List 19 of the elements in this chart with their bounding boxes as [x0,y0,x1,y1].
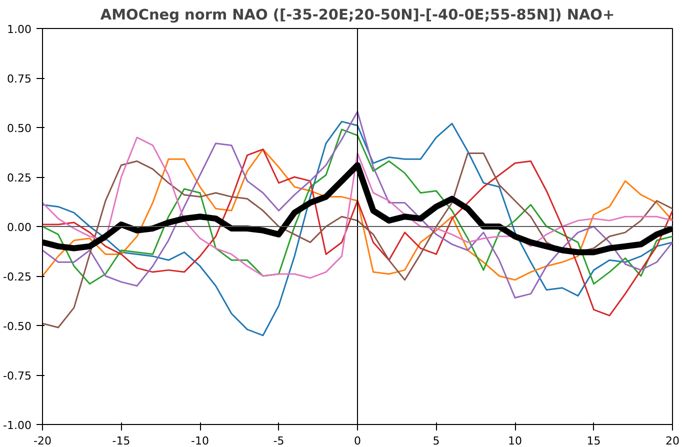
y-tick-label: 0.00 [7,221,32,234]
chart-title: AMOCneg norm NAO ([-35-20E;20-50N]-[-40-0E;55-85N]) NAO+ [100,8,615,24]
y-tick-label: -0.50 [3,320,32,333]
x-tick-label: 5 [432,434,440,447]
x-tick-label: 10 [508,434,522,447]
x-tick-label: -20 [34,434,52,447]
x-tick-label: 15 [586,434,601,447]
y-tick-label: -0.75 [3,370,32,382]
y-tick-label: 0.75 [7,72,32,86]
x-tick-label: 20 [666,434,680,447]
y-tick-label: -1.00 [3,419,32,432]
y-tick-label: 0.50 [7,122,32,135]
x-tick-label: -15 [112,434,130,447]
x-tick-label: -10 [191,434,209,447]
x-tick-label: 0 [354,434,361,447]
x-tick-label: -5 [273,434,284,447]
y-tick-label: 0.25 [7,172,32,184]
y-tick-label: -0.25 [3,270,32,284]
y-tick-label: 1.00 [7,23,32,36]
